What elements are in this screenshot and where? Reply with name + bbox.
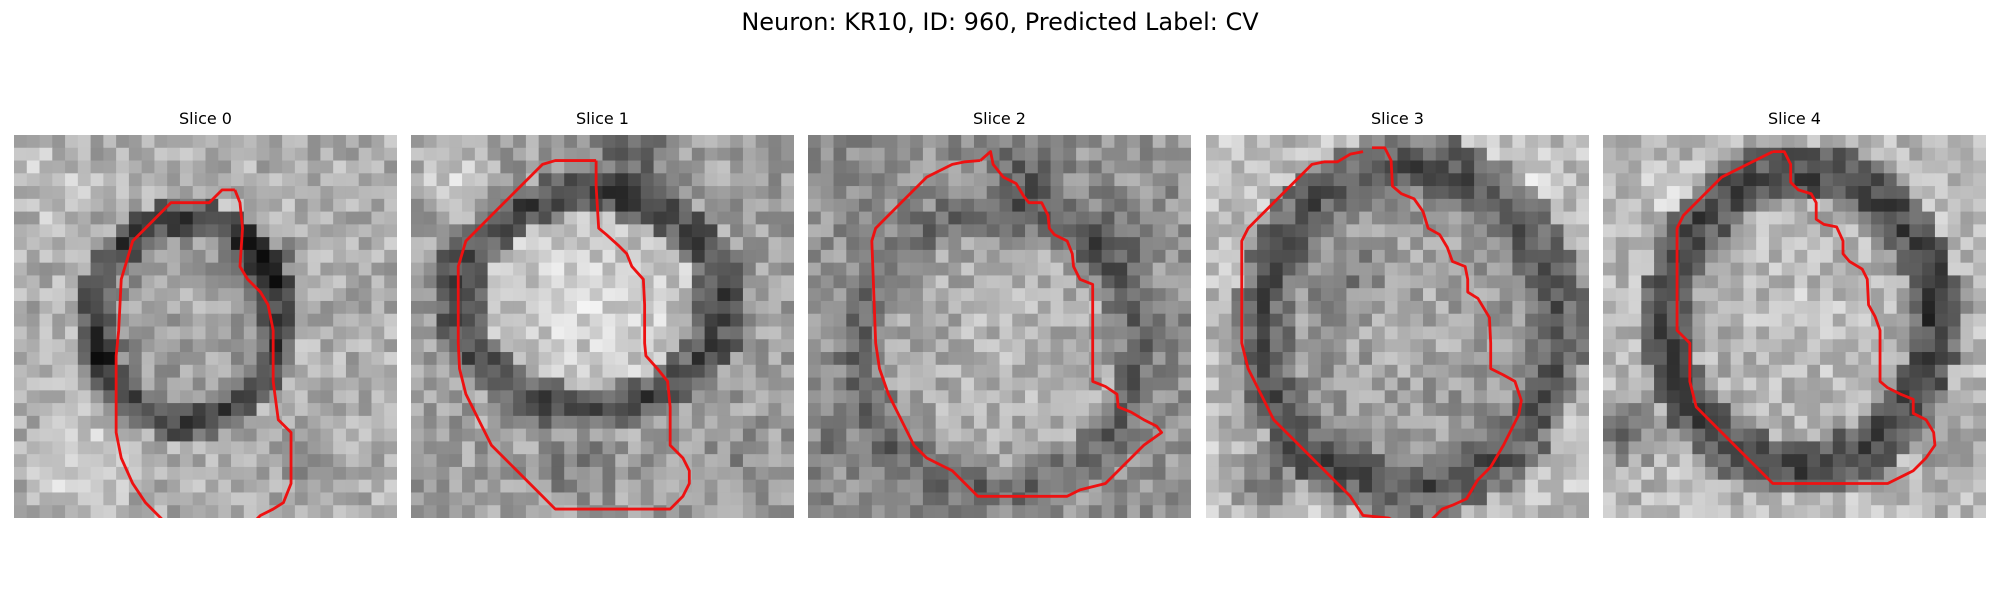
slice-image	[808, 135, 1191, 518]
slice-image	[411, 135, 794, 518]
slice-panel-3: Slice 3	[1206, 108, 1589, 518]
slice-panel-0: Slice 0	[14, 108, 397, 518]
pixel-grid	[1206, 135, 1589, 518]
slice-title: Slice 2	[973, 109, 1026, 128]
figure-title: Neuron: KR10, ID: 960, Predicted Label: …	[741, 8, 1259, 36]
pixel-grid	[14, 135, 397, 518]
slice-title: Slice 0	[179, 109, 232, 128]
slice-panel-2: Slice 2	[808, 108, 1191, 518]
segmentation-contour	[456, 159, 691, 511]
slice-panel-1: Slice 1	[411, 108, 794, 518]
pixel-grid	[1603, 135, 1986, 518]
slice-panel-4: Slice 4	[1603, 108, 1986, 518]
pixel-grid	[808, 135, 1191, 518]
slice-image	[1603, 135, 1986, 518]
segmentation-contour	[1675, 150, 1937, 485]
slice-title: Slice 1	[576, 109, 629, 128]
slice-title: Slice 4	[1768, 109, 1821, 128]
segmentation-contour	[870, 150, 1164, 498]
slice-title: Slice 3	[1371, 109, 1424, 128]
slice-image	[1206, 135, 1589, 518]
segmentation-contour	[114, 188, 293, 518]
segmentation-contour	[1240, 146, 1523, 518]
pixel-grid	[411, 135, 794, 518]
slice-image	[14, 135, 397, 518]
